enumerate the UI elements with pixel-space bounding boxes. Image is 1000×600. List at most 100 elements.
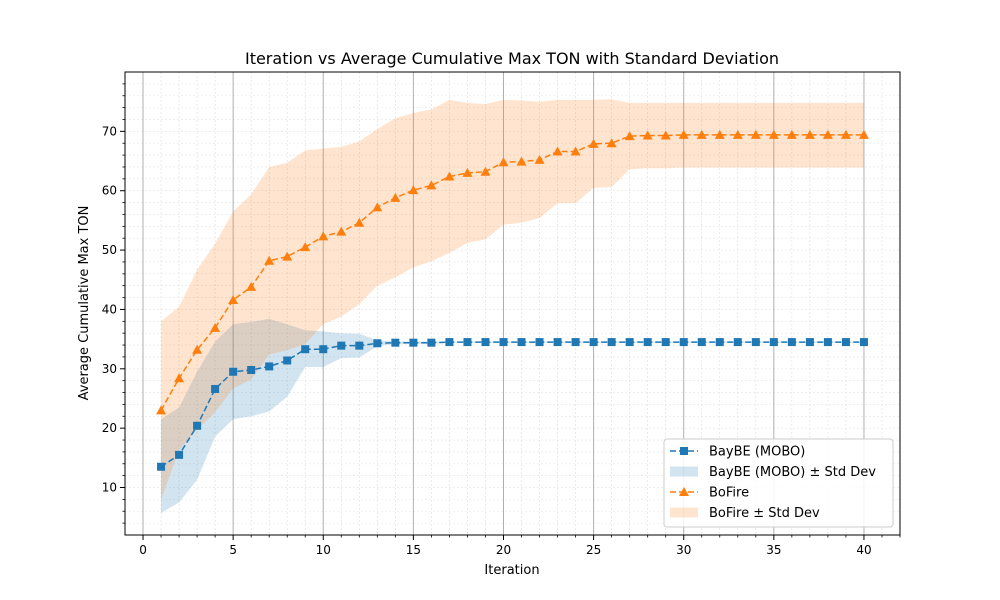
legend: BayBE (MOBO) BayBE (MOBO) ± Std Dev BoFire…: [663, 438, 894, 528]
legend-marker: [680, 447, 688, 455]
series-markers: [156, 129, 869, 471]
data-point: [229, 367, 238, 376]
legend-box: [663, 438, 894, 528]
data-point: [552, 146, 563, 156]
data-point: [211, 384, 220, 393]
data-point: [462, 167, 473, 177]
data-point: [697, 338, 706, 347]
data-point: [300, 242, 311, 252]
y-axis-label: Average Cumulative Max TON: [77, 206, 92, 401]
data-point: [715, 338, 724, 347]
y-tick-label: 20: [102, 421, 117, 435]
data-point: [553, 338, 562, 347]
data-point: [444, 171, 455, 181]
data-point: [823, 338, 832, 347]
data-point: [174, 373, 185, 383]
y-tick-label: 50: [102, 243, 117, 257]
data-point: [858, 129, 869, 139]
x-tick-label: 20: [496, 543, 511, 557]
data-point: [751, 338, 760, 347]
data-point: [588, 138, 599, 148]
data-point: [282, 251, 293, 261]
data-point: [354, 217, 365, 227]
data-point: [534, 154, 545, 164]
x-tick-label: 0: [139, 543, 147, 557]
x-tick-label: 40: [856, 543, 871, 557]
y-tick-label: 10: [102, 481, 117, 495]
data-point: [228, 294, 239, 304]
data-point: [768, 129, 779, 139]
data-point: [571, 338, 580, 347]
series-line-1: [160, 134, 864, 411]
data-point: [427, 338, 436, 347]
data-point: [372, 202, 383, 212]
data-point: [193, 421, 202, 430]
data-point: [589, 338, 598, 347]
data-point: [679, 338, 688, 347]
legend-band-swatch: [670, 507, 698, 518]
data-point: [805, 338, 814, 347]
x-axis-label: Iteration: [484, 563, 539, 578]
data-point: [625, 338, 634, 347]
x-tick-label: 15: [406, 543, 421, 557]
legend-entry-label: BayBE (MOBO): [709, 445, 805, 460]
data-point: [318, 231, 329, 241]
data-point: [463, 338, 472, 347]
x-tick-label: 5: [229, 543, 237, 557]
data-point: [517, 338, 526, 347]
data-point: [750, 129, 761, 139]
y-tick-label: 60: [102, 184, 117, 198]
data-point: [301, 345, 310, 354]
series-line-0: [160, 341, 864, 468]
data-point: [391, 338, 400, 347]
data-point: [732, 129, 743, 139]
legend-entry-label: BayBE (MOBO) ± Std Dev: [709, 465, 876, 480]
data-point: [355, 341, 364, 350]
series-lines: [160, 134, 864, 468]
data-point: [804, 129, 815, 139]
std-dev-bands: [161, 99, 864, 513]
data-point: [660, 130, 671, 140]
data-point: [156, 405, 167, 415]
y-tick-label: 40: [102, 302, 117, 316]
data-point: [175, 450, 184, 459]
data-point: [319, 345, 328, 354]
legend-marker: [679, 487, 689, 496]
data-point: [859, 338, 868, 347]
data-point: [606, 138, 617, 148]
legend-entry-label: BoFire: [709, 486, 749, 501]
chart-title: Iteration vs Average Cumulative Max TON …: [245, 49, 779, 68]
data-point: [642, 130, 653, 140]
x-tick-label: 35: [766, 543, 781, 557]
data-point: [246, 281, 257, 291]
data-point: [516, 156, 527, 166]
data-point: [283, 356, 292, 365]
y-tick-label: 30: [102, 362, 117, 376]
data-point: [696, 129, 707, 139]
data-point: [445, 338, 454, 347]
data-point: [157, 462, 166, 471]
data-point: [769, 338, 778, 347]
legend-band-swatch: [670, 466, 698, 477]
data-point: [210, 322, 221, 332]
data-point: [570, 146, 581, 156]
data-point: [841, 338, 850, 347]
data-point: [373, 339, 382, 348]
data-point: [498, 157, 509, 167]
x-tick-label: 25: [586, 543, 601, 557]
data-point: [607, 338, 616, 347]
x-tick-label: 30: [676, 543, 691, 557]
data-point: [480, 166, 491, 176]
data-point: [661, 338, 670, 347]
data-point: [535, 338, 544, 347]
data-point: [786, 129, 797, 139]
axis-ticks: 0 5 10 15 20 25 30 35 40 10 20 30 40 50 60 70: [102, 83, 901, 557]
data-point: [624, 131, 635, 141]
data-point: [337, 341, 346, 350]
std-dev-band-1: [161, 99, 864, 500]
data-point: [409, 338, 418, 347]
data-point: [643, 338, 652, 347]
plot-frame: [124, 71, 901, 536]
data-point: [265, 362, 274, 371]
